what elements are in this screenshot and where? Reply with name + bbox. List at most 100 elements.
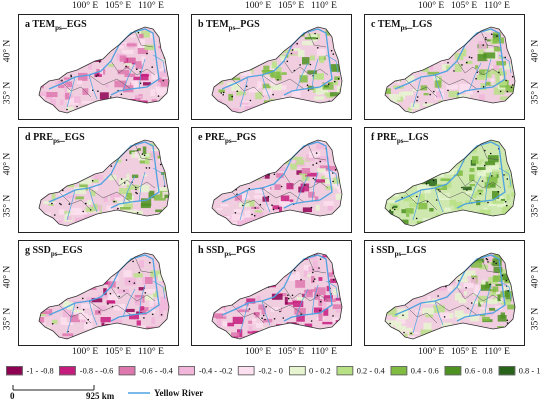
significance-dot — [403, 290, 405, 292]
correlation-patch — [297, 112, 304, 113]
tributary-line — [311, 171, 319, 203]
correlation-patch — [336, 182, 342, 190]
correlation-patch — [155, 86, 160, 92]
significance-dot — [491, 175, 493, 177]
correlation-patch — [434, 80, 442, 88]
correlation-patch — [421, 172, 431, 175]
correlation-patch — [385, 148, 390, 157]
significance-dot — [217, 57, 219, 60]
correlation-patch — [133, 273, 143, 278]
significance-dot — [98, 311, 100, 313]
legend-label: 0.4 - 0.6 — [410, 366, 439, 376]
significance-dot — [339, 32, 341, 35]
latitude-label: 35° N — [530, 194, 541, 218]
correlation-patch — [42, 320, 46, 326]
correlation-patch — [136, 320, 141, 327]
tributary-line — [66, 76, 76, 108]
sub-basin-boundary — [480, 30, 500, 48]
correlation-patch — [459, 94, 470, 97]
map-panel-f: f PREps_LGS — [364, 127, 525, 233]
correlation-patch — [291, 42, 299, 46]
correlation-patch — [280, 271, 285, 279]
correlation-patch — [332, 304, 342, 310]
correlation-patch — [500, 198, 505, 201]
correlation-patch — [159, 68, 163, 72]
correlation-patch — [212, 57, 224, 61]
significance-dot — [505, 79, 507, 82]
correlation-patch — [119, 187, 131, 195]
correlation-patch — [284, 253, 290, 259]
correlation-patch — [215, 42, 226, 47]
correlation-patch — [301, 223, 313, 226]
significance-dot — [476, 102, 478, 104]
correlation-patch — [514, 72, 515, 76]
correlation-patch — [123, 115, 129, 121]
legend-label: 0.6 - 0.8 — [464, 366, 493, 376]
correlation-patch — [142, 277, 146, 285]
significance-dot — [287, 297, 290, 300]
correlation-patch — [409, 202, 419, 208]
correlation-patch — [262, 74, 270, 79]
correlation-patch — [113, 28, 125, 35]
correlation-patch — [270, 83, 282, 91]
basin-map-i — [384, 252, 519, 340]
significance-dot — [148, 167, 151, 169]
correlation-patch — [485, 70, 492, 78]
correlation-patch — [330, 278, 340, 283]
correlation-patch — [417, 187, 423, 193]
correlation-patch — [440, 219, 445, 224]
significance-dot — [70, 75, 73, 78]
correlation-patch — [292, 90, 301, 98]
correlation-patch — [397, 337, 407, 339]
significance-dot — [501, 274, 504, 277]
correlation-patch — [146, 107, 157, 113]
correlation-patch — [472, 193, 477, 198]
significance-dot — [260, 220, 263, 223]
correlation-patch — [64, 214, 71, 217]
river-legend: Yellow River — [128, 388, 203, 398]
correlation-patch — [443, 145, 453, 151]
basin-outline — [384, 139, 516, 227]
correlation-patch — [438, 147, 444, 152]
correlation-patch — [232, 316, 244, 324]
correlation-patch — [222, 288, 234, 291]
correlation-patch — [340, 50, 342, 55]
tributary-line — [434, 187, 444, 213]
correlation-patch — [489, 288, 496, 292]
panel-title: e PREps_PGS — [198, 132, 257, 145]
correlation-patch — [477, 54, 488, 62]
basin-map-e — [211, 139, 343, 227]
correlation-patch — [455, 285, 461, 289]
correlation-patch — [516, 279, 519, 284]
correlation-patch — [234, 194, 242, 201]
top-longitude-label: 110° E — [138, 1, 164, 11]
correlation-patch — [168, 282, 169, 287]
significance-dot — [489, 283, 491, 286]
correlation-patch — [315, 204, 320, 211]
correlation-patch — [414, 153, 425, 161]
correlation-patch — [56, 172, 62, 178]
latitude-label: 40° N — [530, 152, 541, 176]
correlation-patch — [481, 284, 491, 291]
correlation-patch — [389, 74, 400, 81]
significance-dot — [321, 104, 324, 107]
correlation-patch — [399, 91, 410, 96]
significance-dot — [118, 295, 120, 298]
correlation-patch — [392, 64, 397, 72]
significance-dot — [137, 31, 140, 34]
map-panel-c: c TEMps_LGS — [364, 14, 525, 120]
correlation-patch — [222, 321, 228, 327]
correlation-patch — [385, 179, 390, 184]
correlation-patch — [61, 162, 66, 166]
correlation-patch — [149, 143, 156, 147]
sub-basin-boundary — [134, 256, 154, 274]
correlation-patch — [94, 102, 99, 108]
significance-dot — [389, 263, 391, 266]
correlation-patch — [332, 29, 341, 32]
correlation-patch — [294, 333, 304, 337]
sub-basin-boundary — [58, 304, 92, 324]
correlation-patch — [157, 228, 166, 233]
map-panel-e: e PREps_PGS — [191, 127, 352, 233]
legend-swatch — [178, 366, 196, 376]
significance-dot — [69, 180, 72, 183]
